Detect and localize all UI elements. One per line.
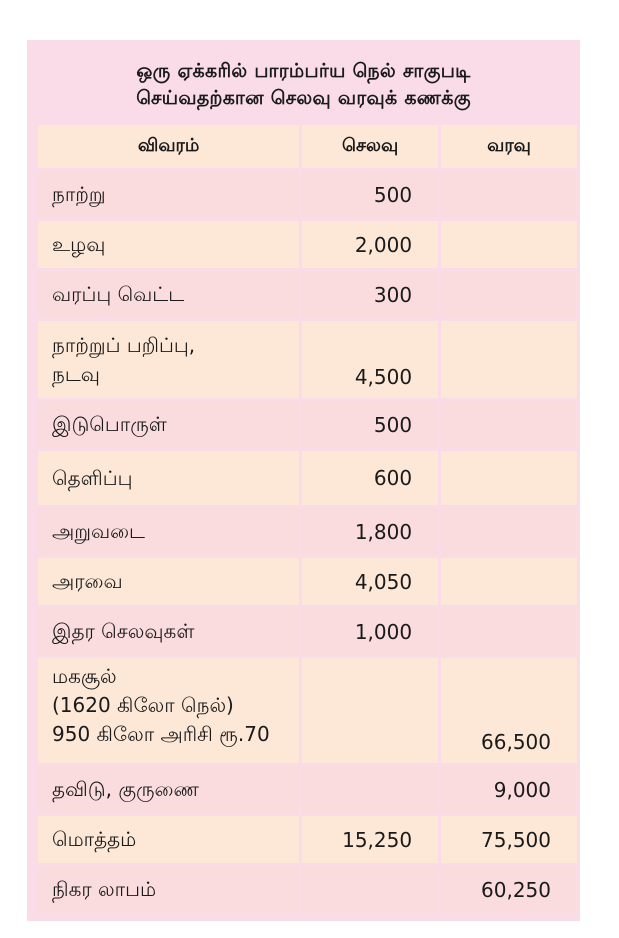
table-row: தெளிப்பு 600: [38, 451, 577, 505]
header-income: வரவு: [441, 125, 577, 168]
table-row: இதர செலவுகள் 1,000: [38, 608, 577, 655]
table-row: அறுவடை 1,800: [38, 508, 577, 555]
row-item: உழவு: [38, 221, 300, 268]
row-income: 60,250: [441, 866, 577, 913]
row-expense: 300: [302, 271, 439, 318]
row-income: [441, 508, 577, 555]
row-expense: 1,800: [302, 508, 439, 555]
row-expense: 2,000: [302, 221, 439, 268]
row-income: [441, 451, 577, 505]
row-item: மொத்தம்: [38, 816, 300, 863]
table-row: இடுபொருள் 500: [38, 401, 577, 448]
header-expense: செலவு: [302, 125, 439, 168]
header-row: விவரம் செலவு வரவு: [38, 125, 577, 168]
row-item-line: நடவு: [52, 361, 100, 386]
row-expense: 500: [302, 171, 439, 218]
row-expense: 600: [302, 451, 439, 505]
row-income: [441, 271, 577, 318]
table-row: அரவை 4,050: [38, 558, 577, 605]
row-item: அரவை: [38, 558, 300, 605]
table-row: மொத்தம் 15,250 75,500: [38, 816, 577, 863]
cost-table-panel: ஒரு ஏக்கரில் பாரம்பர்ய நெல் சாகுபடி செய்…: [27, 40, 580, 921]
row-item: மகசூல் (1620 கிலோ நெல்) 950 கிலோ அரிசி ர…: [38, 658, 300, 763]
row-income: [441, 221, 577, 268]
header-details: விவரம்: [38, 125, 300, 168]
table-row: வரப்பு வெட்ட 300: [38, 271, 577, 318]
row-expense: 500: [302, 401, 439, 448]
row-item: வரப்பு வெட்ட: [38, 271, 300, 318]
table-row: தவிடு, குருணை 9,000: [38, 766, 577, 813]
row-expense: [302, 766, 439, 813]
table-row: உழவு 2,000: [38, 221, 577, 268]
row-item-line: 950 கிலோ அரிசி ரூ.70: [52, 722, 270, 746]
expense-income-table: விவரம் செலவு வரவு நாற்று 500 உழவு 2,000 …: [35, 122, 580, 916]
title-line-2: செய்வதற்கான செலவு வரவுக் கணக்கு: [136, 87, 471, 109]
row-income: [441, 401, 577, 448]
row-expense: [302, 658, 439, 763]
row-income: 66,500: [441, 658, 577, 763]
row-item: இடுபொருள்: [38, 401, 300, 448]
row-income: 9,000: [441, 766, 577, 813]
row-item-line: (1620 கிலோ நெல்): [52, 693, 234, 717]
row-income: [441, 321, 577, 398]
row-item: தவிடு, குருணை: [38, 766, 300, 813]
table-row: நாற்றுப் பறிப்பு, நடவு 4,500: [38, 321, 577, 398]
row-expense: 4,500: [302, 321, 439, 398]
table-row: மகசூல் (1620 கிலோ நெல்) 950 கிலோ அரிசி ர…: [38, 658, 577, 763]
row-income: [441, 171, 577, 218]
row-item: நாற்று: [38, 171, 300, 218]
row-item: நாற்றுப் பறிப்பு, நடவு: [38, 321, 300, 398]
row-income: 75,500: [441, 816, 577, 863]
row-item-line: மகசூல்: [52, 664, 117, 688]
title-line-1: ஒரு ஏக்கரில் பாரம்பர்ய நெல் சாகுபடி: [136, 60, 471, 82]
table-row: நாற்று 500: [38, 171, 577, 218]
row-expense: 15,250: [302, 816, 439, 863]
row-item-line: நாற்றுப் பறிப்பு,: [52, 332, 196, 357]
row-item: இதர செலவுகள்: [38, 608, 300, 655]
row-item: தெளிப்பு: [38, 451, 300, 505]
row-income: [441, 608, 577, 655]
table-row: நிகர லாபம் 60,250: [38, 866, 577, 913]
table-title: ஒரு ஏக்கரில் பாரம்பர்ய நெல் சாகுபடி செய்…: [27, 58, 580, 112]
row-income: [441, 558, 577, 605]
row-expense: 4,050: [302, 558, 439, 605]
row-expense: [302, 866, 439, 913]
row-expense: 1,000: [302, 608, 439, 655]
row-item: அறுவடை: [38, 508, 300, 555]
row-item: நிகர லாபம்: [38, 866, 300, 913]
